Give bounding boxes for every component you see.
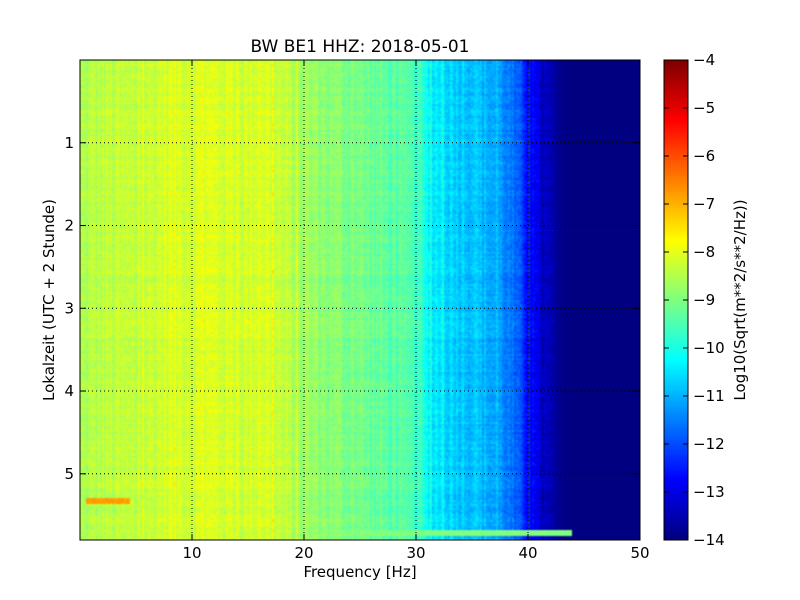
colorbar-tick-label: −11: [693, 387, 725, 405]
x-axis-label: Frequency [Hz]: [303, 563, 416, 581]
colorbar: −4 −5 −6 −7 −8 −9 −10 −11 −12 −13 −14: [663, 51, 725, 549]
chart-title: BW BE1 HHZ: 2018-05-01: [250, 37, 469, 57]
colorbar-tick-label: −10: [693, 339, 725, 357]
grid-lines: [80, 60, 640, 540]
y-tick-label: 3: [64, 299, 74, 317]
colorbar-tick-label: −5: [693, 99, 715, 117]
spectrogram-plot: 10 20 30 40 50 1 2 3 4 5: [64, 59, 650, 562]
y-tick-label: 2: [64, 217, 74, 235]
colorbar-tick-label: −13: [693, 483, 725, 501]
y-axis-label: Lokalzeit (UTC + 2 Stunde): [40, 199, 58, 401]
colorbar-tick-label: −14: [693, 531, 725, 549]
y-tick-label: 5: [64, 465, 74, 483]
colorbar-tick-label: −12: [693, 435, 725, 453]
x-tick-label: 10: [182, 544, 201, 562]
y-axis-ticks: 1 2 3 4 5: [64, 134, 640, 483]
x-tick-label: 30: [406, 544, 425, 562]
plot-frame: [79, 59, 641, 541]
colorbar-tick-label: −7: [693, 195, 715, 213]
x-axis-ticks: 10 20 30 40 50: [182, 60, 650, 562]
colorbar-tick-label: −4: [693, 51, 715, 69]
colorbar-label: Log10(Sqrt(m**2/s**2/Hz)): [731, 199, 749, 400]
colorbar-ticks: −4 −5 −6 −7 −8 −9 −10 −11 −12 −13 −14: [664, 51, 725, 549]
spectrogram-heatmap: [80, 60, 640, 540]
y-tick-label: 4: [64, 382, 74, 400]
colorbar-tick-label: −6: [693, 147, 715, 165]
x-tick-label: 20: [294, 544, 313, 562]
colorbar-tick-label: −9: [693, 291, 715, 309]
x-tick-label: 50: [630, 544, 649, 562]
x-tick-label: 40: [518, 544, 537, 562]
colorbar-tick-label: −8: [693, 243, 715, 261]
y-tick-label: 1: [64, 134, 74, 152]
